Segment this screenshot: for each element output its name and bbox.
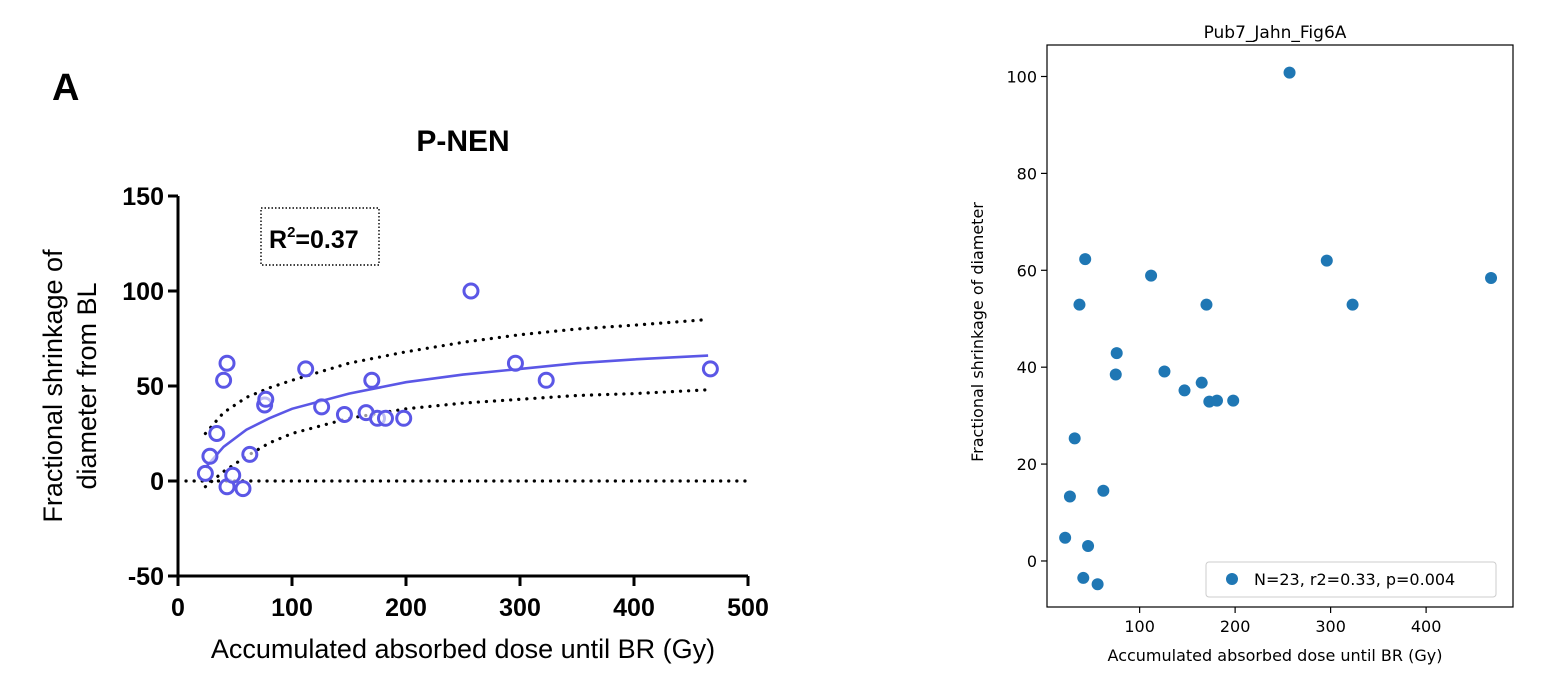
annotation-value: =0.37 (295, 226, 358, 254)
y-tick-label: 60 (1017, 261, 1037, 280)
data-point (395, 409, 413, 427)
data-point (1210, 394, 1223, 407)
data-point (1485, 272, 1498, 285)
annotation-superscript: 2 (287, 224, 295, 241)
r-squared-annotation: R2=0.37 (260, 207, 380, 266)
data-point (1200, 298, 1213, 311)
chart-title: Pub7_Jahn_Fig6A (1204, 23, 1347, 43)
data-point (241, 445, 259, 463)
legend-label: N=23, r2=0.33, p=0.004 (1254, 570, 1455, 589)
y-tick-label: 20 (1017, 455, 1037, 474)
data-point (462, 282, 480, 300)
data-point (1346, 298, 1359, 311)
data-point (1068, 432, 1081, 445)
panel-label: A (52, 67, 79, 109)
data-point (313, 398, 331, 416)
data-point (1077, 571, 1090, 584)
y-axis-label-line-2: diameter from BL (72, 282, 102, 489)
data-point (1073, 298, 1086, 311)
y-axis-label-line-1: Fractional shrinkage of (38, 249, 68, 523)
data-point (1158, 365, 1171, 378)
data-point (257, 390, 275, 408)
legend: N=23, r2=0.33, p=0.004 (1205, 561, 1497, 598)
data-point (701, 360, 719, 378)
y-tick-label: 40 (1017, 358, 1037, 377)
data-points (1059, 66, 1498, 591)
legend-box (1205, 561, 1497, 598)
data-point (1059, 531, 1072, 544)
x-tick-label: 300 (499, 594, 541, 622)
data-point (1195, 376, 1208, 389)
plot-frame (1046, 44, 1514, 608)
x-tick-label: 500 (727, 594, 769, 622)
y-tick-label: 0 (1027, 552, 1037, 571)
data-point (208, 425, 226, 442)
y-axis-label: Fractional shrinkage of diameter from BL (38, 249, 102, 523)
x-tick-label: 300 (1315, 617, 1346, 636)
annotation-base: R (269, 226, 287, 254)
data-point (297, 360, 315, 378)
data-point (537, 371, 555, 389)
data-point (196, 464, 214, 482)
data-point (1063, 490, 1076, 503)
data-point (1079, 253, 1092, 266)
data-point (224, 466, 242, 484)
data-point (234, 480, 252, 498)
data-point (1283, 66, 1296, 79)
data-point (1091, 578, 1104, 591)
y-tick-label: 100 (122, 278, 164, 306)
data-point (335, 406, 353, 423)
fit-curve (204, 354, 709, 469)
y-tick-label: 50 (136, 373, 164, 401)
data-point (1145, 269, 1158, 282)
x-axis-label: Accumulated absorbed dose until BR (Gy) (1108, 646, 1443, 665)
data-point (218, 354, 236, 372)
data-point (1110, 347, 1123, 360)
y-tick-label: 100 (1006, 67, 1037, 86)
data-point (1109, 368, 1122, 381)
data-point (363, 371, 381, 389)
published-chart: A P-NEN Fractional shrinkage of diameter… (38, 67, 769, 664)
data-point (201, 447, 219, 465)
annotation-text: R2=0.37 (269, 224, 359, 254)
reproduction-chart: Pub7_Jahn_Fig6A Accumulated absorbed dos… (968, 23, 1514, 665)
data-point (506, 354, 524, 372)
data-point (1227, 394, 1240, 407)
x-tick-label: 100 (271, 594, 313, 622)
x-tick-label: 200 (1220, 617, 1251, 636)
ci-upper-band (203, 317, 710, 436)
data-points (196, 282, 719, 498)
data-point (1082, 539, 1095, 552)
data-point (1178, 384, 1191, 397)
y-tick-label: 0 (150, 468, 164, 496)
data-point (215, 371, 233, 389)
x-tick-label: 0 (171, 594, 185, 622)
data-point (376, 409, 394, 427)
y-tick-label: -50 (128, 563, 164, 591)
data-point (1097, 484, 1110, 497)
x-axis-label: Accumulated absorbed dose until BR (Gy) (211, 634, 715, 664)
x-tick-label: 400 (613, 594, 655, 622)
x-tick-label: 400 (1411, 617, 1442, 636)
y-tick-label: 80 (1017, 164, 1037, 183)
y-tick-label: 150 (122, 183, 164, 211)
ci-lower-band (203, 388, 710, 489)
fit-lines (184, 317, 750, 489)
x-tick-label: 200 (385, 594, 427, 622)
legend-marker (1226, 573, 1238, 585)
data-point (1320, 254, 1333, 267)
x-tick-label: 100 (1124, 617, 1155, 636)
chart-title: P-NEN (416, 125, 509, 158)
y-axis-label: Fractional shrinkage of diameter (968, 202, 987, 462)
right-axes: 0 20 40 60 80 100 100 200 300 400 (1006, 44, 1514, 636)
